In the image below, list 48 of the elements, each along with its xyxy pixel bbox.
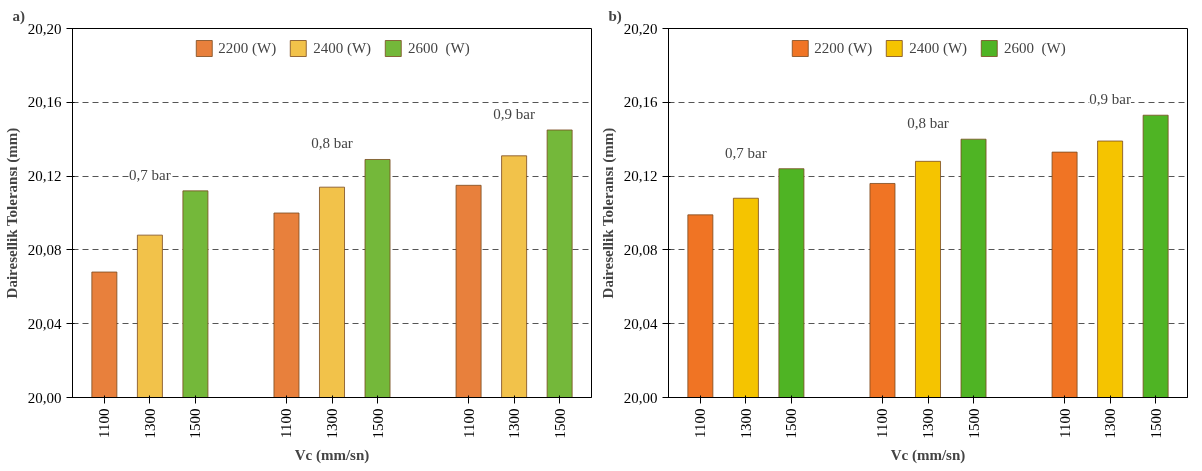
y-tick-label: 20,16 bbox=[623, 94, 658, 111]
y-axis-title: Dairesellik Toleransı (mm) bbox=[3, 127, 21, 299]
y-tick-label: 20,12 bbox=[623, 168, 658, 185]
x-tick-label: 1300 bbox=[920, 408, 936, 439]
x-axis-title: Vc (mm/sn) bbox=[890, 446, 966, 464]
x-tick-label: 1300 bbox=[506, 408, 523, 439]
y-tick-label: 20,04 bbox=[623, 315, 658, 332]
legend-label: 2600 (W) bbox=[1004, 39, 1066, 57]
legend-label: 2200 (W) bbox=[814, 39, 873, 57]
annotation: 0,8 bar bbox=[311, 135, 353, 152]
annotation: 0,9 bar bbox=[1089, 91, 1131, 108]
y-tick-label: 20,12 bbox=[27, 168, 62, 185]
y-tick-label: 20,04 bbox=[27, 315, 62, 332]
x-tick-label: 1500 bbox=[1147, 408, 1164, 439]
y-tick-label: 20,08 bbox=[27, 241, 62, 258]
y-tick-label: 20,00 bbox=[623, 389, 658, 406]
x-tick-label: 1100 bbox=[1056, 408, 1073, 438]
x-axis-title: Vc (mm/sn) bbox=[294, 446, 370, 464]
legend-label: 2400 (W) bbox=[313, 39, 372, 57]
y-axis-title: Dairesellik Toleransı (mm) bbox=[599, 127, 617, 299]
x-tick-label: 1300 bbox=[324, 408, 340, 439]
x-tick-label: 1500 bbox=[187, 408, 204, 439]
y-tick-label: 20,20 bbox=[623, 20, 658, 37]
chart-title: a) bbox=[12, 7, 25, 25]
y-tick-label: 20,16 bbox=[27, 94, 62, 111]
x-tick-label: 1100 bbox=[96, 408, 113, 438]
legend-label: 2600 (W) bbox=[408, 39, 470, 57]
legend-label: 2200 (W) bbox=[218, 39, 277, 57]
annotation: 0,8 bar bbox=[907, 115, 949, 132]
x-tick-label: 1500 bbox=[965, 408, 982, 439]
y-tick-label: 20,20 bbox=[27, 20, 62, 37]
x-tick-label: 1300 bbox=[1102, 408, 1119, 439]
x-tick-label: 1500 bbox=[551, 408, 568, 439]
x-tick-label: 1500 bbox=[783, 408, 800, 439]
y-tick-label: 20,00 bbox=[27, 389, 62, 406]
x-tick-label: 1300 bbox=[141, 408, 158, 439]
annotation: 0,7 bar bbox=[129, 166, 171, 183]
annotation: 0,7 bar bbox=[725, 144, 767, 161]
x-tick-label: 1500 bbox=[369, 408, 386, 439]
x-tick-label: 1100 bbox=[692, 408, 709, 438]
legend-label: 2400 (W) bbox=[909, 39, 968, 57]
x-tick-label: 1100 bbox=[460, 408, 477, 438]
annotation: 0,9 bar bbox=[493, 105, 535, 122]
y-tick-label: 20,08 bbox=[623, 241, 658, 258]
x-tick-label: 1100 bbox=[278, 408, 295, 438]
chart-title: b) bbox=[608, 7, 622, 25]
x-tick-label: 1100 bbox=[874, 408, 891, 438]
x-tick-label: 1300 bbox=[737, 408, 754, 439]
